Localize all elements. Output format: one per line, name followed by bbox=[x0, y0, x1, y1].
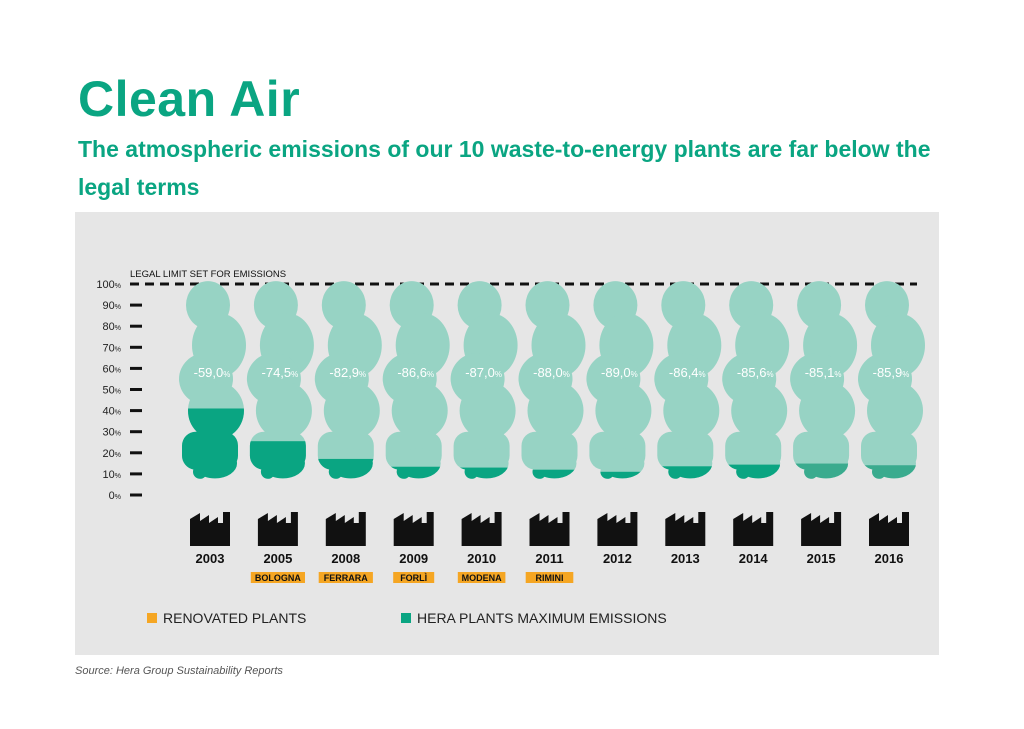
emission-level-bar bbox=[179, 408, 246, 479]
emission-level-bar bbox=[246, 441, 314, 479]
renovated-plant-highlight bbox=[457, 572, 506, 583]
renovated-plant-label: MODENA bbox=[462, 573, 502, 583]
year-label: 2014 bbox=[739, 551, 769, 566]
legend-label-emissions: HERA PLANTS MAXIMUM EMISSIONS bbox=[417, 610, 667, 626]
reduction-label: -88,0% bbox=[533, 365, 570, 380]
source-note: Source: Hera Group Sustainability Report… bbox=[75, 665, 283, 677]
renovated-plant-label: FERRARA bbox=[324, 573, 368, 583]
emission-level-bar bbox=[722, 464, 790, 479]
factory-icon bbox=[257, 512, 298, 546]
renovated-plant-highlight bbox=[318, 572, 373, 583]
reduction-label: -89,0% bbox=[601, 365, 638, 380]
reduction-label: -85,9% bbox=[873, 365, 910, 380]
y-tick-label: 0% bbox=[109, 490, 121, 502]
renovated-plant-label: BOLOGNA bbox=[255, 573, 301, 583]
emission-level-bar bbox=[382, 466, 450, 479]
emissions-chart: 0% 10% 20% 30% 40% 50% 60% 70% 80% 90% 100% LEGAL L… bbox=[96, 269, 925, 583]
column-2003: -59,0% 2003 bbox=[179, 281, 246, 566]
emission-cloud bbox=[314, 281, 382, 479]
factory-icon bbox=[597, 512, 638, 546]
emission-level-bar bbox=[450, 467, 518, 479]
column-2009: -86,6% 2009 FORLÌ bbox=[382, 281, 450, 583]
year-label: 2011 bbox=[535, 551, 563, 566]
legend-item-renovated: RENOVATED PLANTS bbox=[147, 610, 306, 626]
emission-level-bar bbox=[790, 463, 858, 479]
emission-level-bar bbox=[858, 465, 925, 479]
year-label: 2013 bbox=[671, 551, 700, 566]
y-tick-label: 100% bbox=[96, 279, 121, 291]
year-label: 2010 bbox=[467, 551, 496, 566]
emission-cloud bbox=[858, 281, 925, 479]
reduction-label: -86,4% bbox=[669, 365, 706, 380]
y-tick-label: 50% bbox=[103, 385, 121, 397]
reduction-label: -86,6% bbox=[397, 365, 434, 380]
year-label: 2012 bbox=[603, 551, 632, 566]
emission-cloud bbox=[790, 281, 858, 479]
emission-level-bar bbox=[654, 466, 722, 479]
reduction-label: -74,5% bbox=[262, 365, 299, 380]
legal-limit-label: LEGAL LIMIT SET FOR EMISSIONS bbox=[130, 269, 286, 280]
year-label: 2008 bbox=[331, 551, 360, 566]
factory-icon bbox=[529, 512, 570, 546]
year-label: 2015 bbox=[807, 551, 836, 566]
renovated-plant-label: FORLÌ bbox=[400, 573, 427, 583]
column-2005: -74,5% 2005 BOLOGNA bbox=[246, 281, 314, 583]
page-title: Clean Air bbox=[78, 71, 301, 127]
year-label: 2016 bbox=[875, 551, 904, 566]
emission-cloud bbox=[722, 281, 790, 479]
legend-item-emissions: HERA PLANTS MAXIMUM EMISSIONS bbox=[401, 610, 667, 626]
year-label: 2009 bbox=[399, 551, 428, 566]
factory-icon bbox=[461, 512, 502, 546]
emission-cloud bbox=[586, 281, 654, 479]
column-2015: -85,1% 2015 bbox=[790, 281, 858, 566]
factory-icon bbox=[190, 512, 230, 546]
emission-cloud bbox=[382, 281, 450, 479]
reduction-label: -85,1% bbox=[805, 365, 842, 380]
y-tick-label: 40% bbox=[103, 406, 121, 418]
column-2013: -86,4% 2013 bbox=[654, 281, 722, 566]
year-label: 2003 bbox=[196, 551, 225, 566]
chart-panel: 0% 10% 20% 30% 40% 50% 60% 70% 80% 90% 100% LEGAL L… bbox=[75, 212, 939, 655]
emission-cloud bbox=[654, 281, 722, 479]
renovated-plant-label: RIMINI bbox=[536, 573, 564, 583]
y-tick-label: 20% bbox=[103, 448, 121, 460]
column-2008: -82,9% 2008 FERRARA bbox=[314, 281, 382, 583]
factory-icon bbox=[733, 512, 774, 546]
factory-icon bbox=[665, 512, 706, 546]
page-subtitle: The atmospheric emissions of our 10 wast… bbox=[78, 136, 931, 200]
reduction-label: -87,0% bbox=[465, 365, 502, 380]
renovated-plant-highlight bbox=[525, 572, 574, 583]
year-label: 2005 bbox=[263, 551, 292, 566]
reduction-label: -59,0% bbox=[194, 365, 231, 380]
factory-icon bbox=[869, 512, 909, 546]
emission-level-bar bbox=[314, 458, 382, 479]
y-tick-label: 60% bbox=[103, 363, 121, 375]
column-2012: -89,0% 2012 bbox=[586, 281, 654, 566]
y-tick-label: 30% bbox=[103, 427, 121, 439]
factory-icon bbox=[325, 512, 366, 546]
column-2014: -85,6% 2014 bbox=[722, 281, 790, 566]
y-tick-label: 70% bbox=[103, 342, 121, 354]
legend-swatch-renovated bbox=[147, 613, 157, 623]
reduction-label: -82,9% bbox=[329, 365, 366, 380]
emission-level-bar bbox=[518, 469, 586, 479]
emission-cloud bbox=[518, 281, 586, 479]
legend-swatch-emissions bbox=[401, 613, 411, 623]
y-tick-label: 80% bbox=[103, 321, 121, 333]
renovated-plant-highlight bbox=[393, 572, 435, 583]
legend-label-renovated: RENOVATED PLANTS bbox=[163, 610, 307, 626]
column-2010: -87,0% 2010 MODENA bbox=[450, 281, 518, 583]
column-2011: -88,0% 2011 RIMINI bbox=[518, 281, 586, 583]
y-tick-label: 10% bbox=[103, 469, 121, 481]
y-tick-label: 90% bbox=[103, 300, 121, 312]
renovated-plant-highlight bbox=[250, 572, 305, 583]
reduction-label: -85,6% bbox=[737, 365, 774, 380]
column-2016: -85,9% 2016 bbox=[858, 281, 925, 566]
factory-icon bbox=[801, 512, 842, 546]
emission-cloud bbox=[450, 281, 518, 479]
emission-level-bar bbox=[586, 471, 654, 479]
factory-icon bbox=[393, 512, 434, 546]
